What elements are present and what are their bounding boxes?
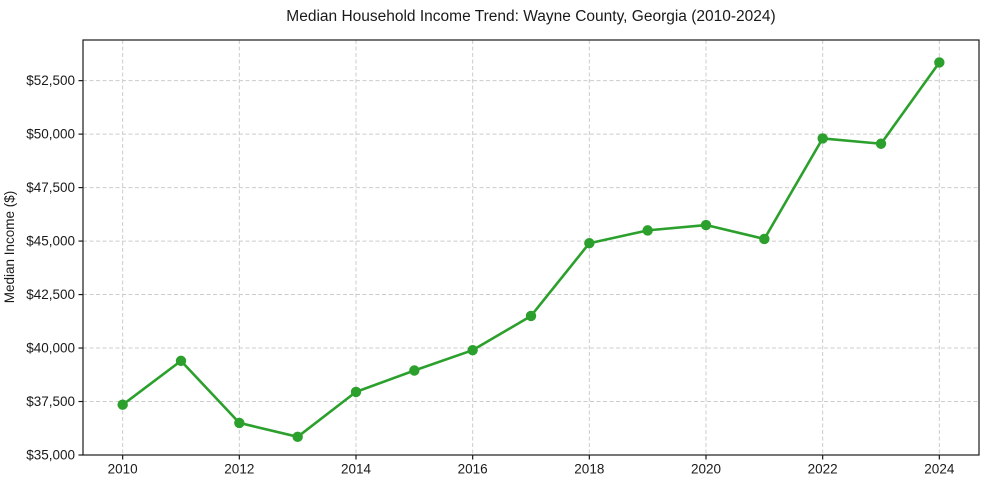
data-point-marker	[934, 57, 945, 68]
x-tick-label: 2012	[224, 462, 254, 477]
y-tick-label: $35,000	[26, 448, 75, 463]
data-point-marker	[759, 233, 770, 245]
y-tick-label: $52,500	[26, 73, 75, 88]
series-layer	[117, 57, 945, 443]
y-tick-label: $47,500	[26, 180, 75, 195]
x-tick-label: 2010	[108, 462, 138, 477]
y-tick-label: $37,500	[26, 394, 75, 409]
y-tick-label: $45,000	[26, 234, 75, 249]
axis-layer	[78, 39, 980, 460]
y-axis-label: Median Income ($)	[2, 191, 17, 304]
trend-line	[121, 61, 941, 439]
grid-layer	[83, 40, 979, 456]
data-point-marker	[175, 355, 187, 367]
data-point-marker	[292, 431, 303, 443]
data-point-marker	[350, 386, 362, 398]
y-tick-labels: $35,000 $37,500 $40,000 $42,500 $45,000 $47,5…	[26, 73, 75, 462]
y-tick-label: $42,500	[26, 287, 75, 302]
x-tick-label: 2016	[458, 462, 488, 477]
data-point-marker	[117, 399, 128, 410]
x-tick-label: 2014	[341, 462, 372, 477]
data-point-marker	[234, 417, 245, 429]
data-point-marker	[467, 344, 478, 356]
data-point-marker	[875, 138, 887, 149]
y-tick-label: $50,000	[26, 127, 75, 142]
y-tick-label: $40,000	[26, 341, 75, 356]
x-tick-label: 2024	[924, 462, 955, 477]
data-point-marker	[642, 225, 653, 236]
x-tick-labels: 2010 2012 2014 2016 2018 2020 2022 2024	[108, 462, 955, 477]
data-point-marker	[525, 310, 537, 322]
data-point-marker	[409, 365, 420, 376]
x-tick-label: 2022	[808, 462, 838, 477]
chart-title: Median Household Income Trend: Wayne Cou…	[286, 8, 775, 25]
x-tick-label: 2018	[574, 462, 604, 477]
data-point-marker	[584, 238, 595, 249]
data-point-marker	[700, 219, 712, 231]
x-tick-label: 2020	[691, 462, 721, 477]
plot-border	[82, 39, 980, 456]
data-point-marker	[817, 133, 828, 144]
